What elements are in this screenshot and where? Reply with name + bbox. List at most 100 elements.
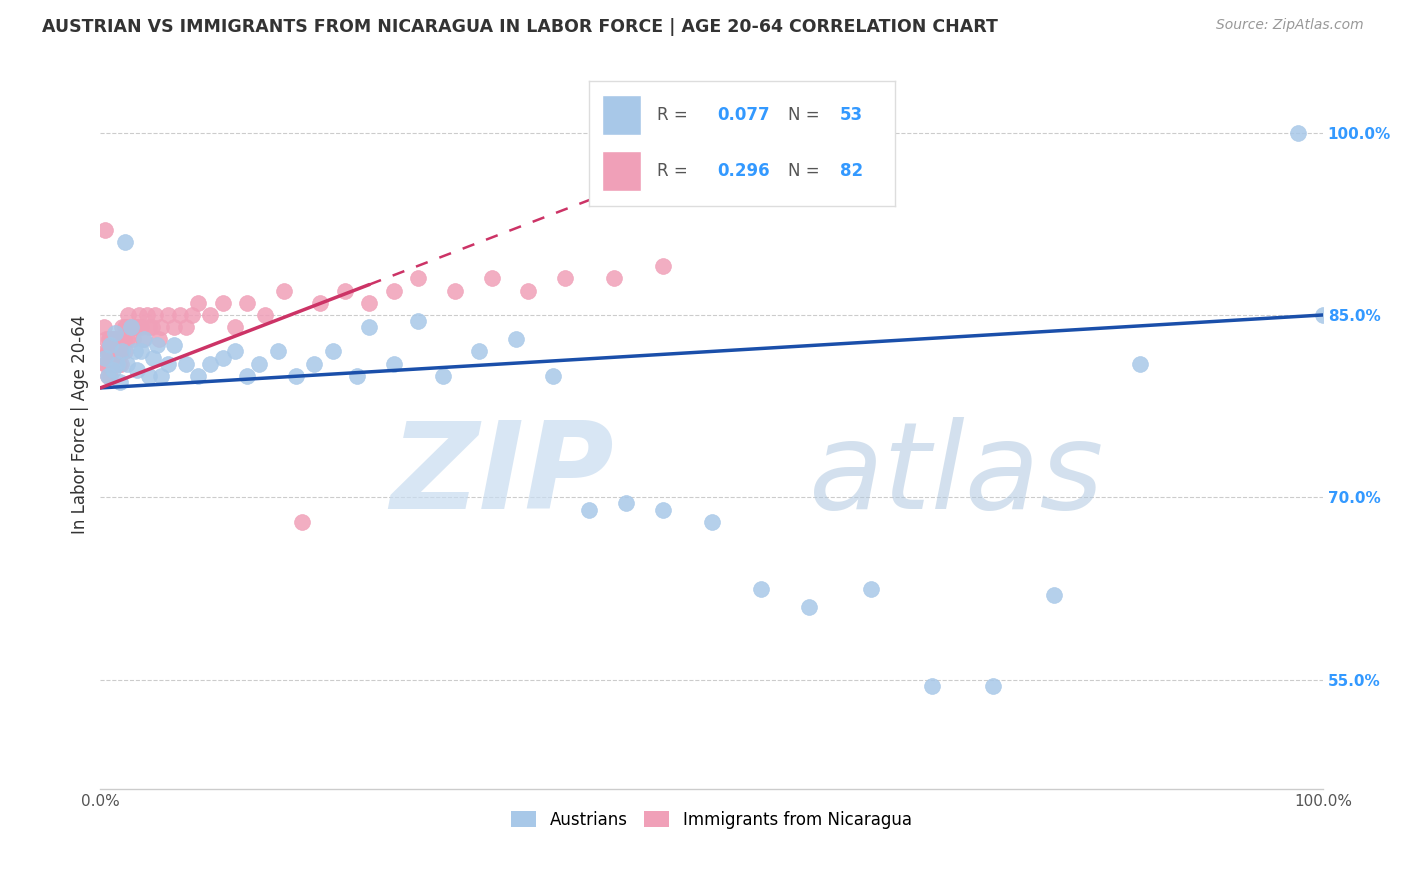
Point (481, 271, 503, 285)
Point (98, 368, 121, 383)
Point (111, 320, 134, 334)
Point (541, 368, 564, 383)
Point (163, 320, 186, 334)
Point (859, 582, 882, 596)
Point (505, 332, 527, 346)
Point (200, 357, 222, 371)
Point (145, 338, 167, 352)
Point (125, 320, 148, 334)
Point (94, 357, 117, 371)
Point (120, 320, 142, 334)
Point (174, 357, 197, 371)
Point (578, 502, 600, 516)
Point (224, 344, 246, 359)
Point (651, 502, 673, 516)
Point (150, 368, 173, 383)
Point (96, 332, 118, 346)
Point (103, 344, 125, 359)
Point (174, 320, 197, 334)
Point (100, 344, 122, 359)
Point (382, 284, 405, 298)
Point (101, 362, 124, 376)
Point (97, 344, 120, 359)
Point (169, 308, 191, 322)
Point (96, 344, 118, 359)
Point (114, 344, 136, 359)
Point (111, 344, 134, 359)
Point (110, 357, 132, 371)
Point (101, 332, 124, 346)
Point (700, 515, 723, 529)
Point (103, 357, 125, 371)
Point (97, 357, 120, 371)
Point (156, 357, 179, 371)
Y-axis label: In Labor Force | Age 20-64: In Labor Force | Age 20-64 (72, 315, 89, 534)
Text: AUSTRIAN VS IMMIGRANTS FROM NICARAGUA IN LABOR FORCE | AGE 20-64 CORRELATION CHA: AUSTRIAN VS IMMIGRANTS FROM NICARAGUA IN… (42, 18, 998, 36)
Point (104, 332, 127, 346)
Point (432, 368, 454, 383)
Point (107, 344, 129, 359)
Point (468, 344, 491, 359)
Point (117, 357, 139, 371)
Point (614, 496, 637, 510)
Point (1286, 126, 1309, 140)
Point (138, 320, 160, 334)
Point (101, 344, 124, 359)
Point (128, 308, 150, 322)
Point (333, 284, 356, 298)
Point (554, 271, 576, 285)
Text: atlas: atlas (810, 417, 1105, 534)
Point (132, 332, 155, 346)
Point (156, 308, 179, 322)
Point (125, 362, 148, 376)
Point (97, 332, 120, 346)
Point (108, 375, 131, 389)
Point (97, 344, 120, 359)
Point (122, 332, 145, 346)
Point (108, 344, 131, 359)
Point (211, 295, 233, 310)
Point (211, 351, 233, 365)
Point (121, 320, 143, 334)
Point (291, 515, 314, 529)
Point (382, 357, 405, 371)
Point (236, 368, 259, 383)
Point (1312, 308, 1334, 322)
Point (134, 332, 156, 346)
Point (114, 320, 136, 334)
Point (273, 284, 295, 298)
Point (103, 344, 125, 359)
Point (148, 332, 170, 346)
Text: ZIP: ZIP (389, 417, 614, 534)
Point (359, 320, 381, 334)
Point (142, 351, 165, 365)
Point (254, 308, 277, 322)
Point (98, 344, 121, 359)
Point (346, 368, 368, 383)
Point (105, 357, 128, 371)
Point (104, 344, 127, 359)
Point (115, 320, 138, 334)
Point (322, 344, 344, 359)
Point (129, 344, 152, 359)
Point (114, 235, 136, 249)
Point (444, 284, 467, 298)
Point (124, 344, 146, 359)
Point (110, 344, 132, 359)
Point (107, 332, 129, 346)
Point (304, 357, 326, 371)
Point (266, 344, 288, 359)
Point (247, 357, 270, 371)
Point (145, 308, 167, 322)
Point (603, 271, 626, 285)
Point (101, 332, 124, 346)
Legend: Austrians, Immigrants from Nicaragua: Austrians, Immigrants from Nicaragua (505, 805, 918, 836)
Point (100, 332, 122, 346)
Point (236, 295, 259, 310)
Point (799, 599, 821, 614)
Point (141, 320, 163, 334)
Text: Source: ZipAtlas.com: Source: ZipAtlas.com (1216, 18, 1364, 32)
Point (651, 260, 673, 274)
Point (181, 308, 204, 322)
Point (749, 582, 772, 596)
